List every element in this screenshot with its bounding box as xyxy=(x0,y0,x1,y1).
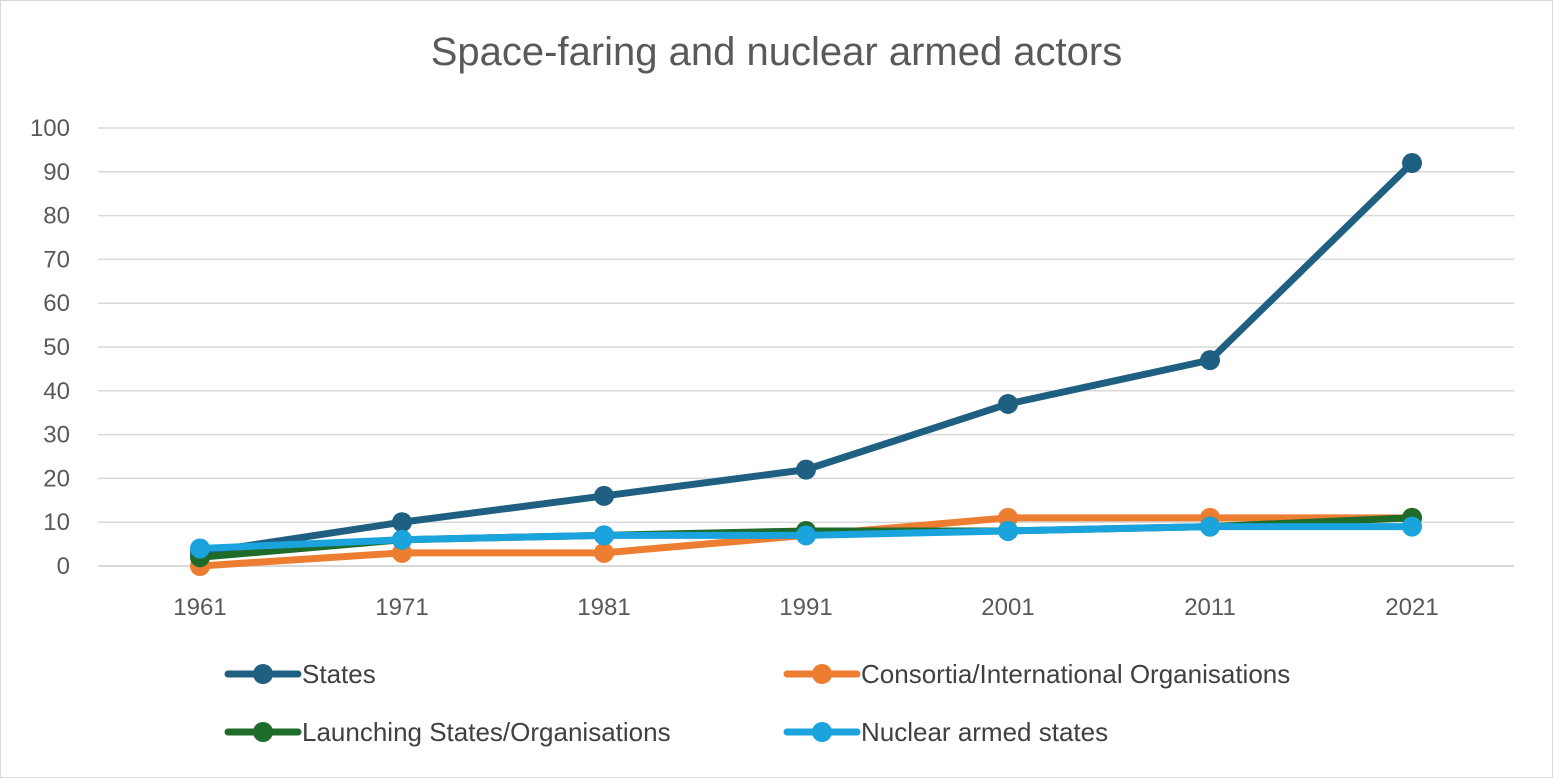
data-point xyxy=(594,525,614,546)
x-axis-ticks: 1961 1971 1981 1991 2001 2011 2021 xyxy=(173,594,1438,621)
data-point xyxy=(594,542,614,563)
x-tick-label: 1961 xyxy=(173,594,226,621)
y-tick-label: 80 xyxy=(43,203,70,230)
y-tick-label: 90 xyxy=(43,159,70,186)
legend-swatch-marker xyxy=(812,664,832,684)
y-tick-label: 40 xyxy=(43,378,70,405)
data-point xyxy=(594,485,614,506)
chart-title: Space-faring and nuclear armed actors xyxy=(430,30,1123,74)
data-point xyxy=(998,393,1018,414)
x-tick-label: 2021 xyxy=(1385,594,1438,621)
y-tick-label: 50 xyxy=(43,334,70,361)
legend-swatch-marker xyxy=(253,722,273,742)
series-group xyxy=(190,153,1422,576)
x-tick-label: 2011 xyxy=(1184,594,1236,621)
y-tick-label: 60 xyxy=(43,290,70,317)
y-axis-ticks: 0 10 20 30 40 50 60 70 80 90 100 xyxy=(30,115,70,580)
legend-label: Launching States/Organisations xyxy=(302,717,671,747)
gridlines xyxy=(98,127,1514,567)
data-point xyxy=(1200,350,1220,371)
data-point xyxy=(1402,516,1422,537)
data-point xyxy=(796,459,816,480)
legend-label: States xyxy=(302,659,376,689)
y-tick-label: 30 xyxy=(43,422,70,449)
y-tick-label: 70 xyxy=(43,246,70,273)
data-point xyxy=(392,512,412,533)
legend-swatch-marker xyxy=(253,664,273,684)
y-tick-label: 10 xyxy=(43,509,70,536)
data-point xyxy=(998,520,1018,541)
legend-label: Nuclear armed states xyxy=(861,717,1108,747)
x-tick-label: 2001 xyxy=(981,594,1034,621)
data-point xyxy=(392,529,412,550)
legend: States Consortia/International Organisati… xyxy=(224,659,1290,747)
legend-label: Consortia/International Organisations xyxy=(861,659,1290,689)
data-point xyxy=(796,525,816,546)
y-tick-label: 0 xyxy=(57,553,70,580)
x-tick-label: 1991 xyxy=(779,594,832,621)
y-tick-label: 100 xyxy=(30,115,70,142)
data-point xyxy=(1200,516,1220,537)
data-point xyxy=(1402,153,1422,174)
data-point xyxy=(190,538,210,559)
x-tick-label: 1971 xyxy=(375,594,428,621)
y-tick-label: 20 xyxy=(43,465,70,492)
series-line-1 xyxy=(196,159,1416,557)
legend-swatch-marker xyxy=(812,722,832,742)
x-tick-label: 1981 xyxy=(577,594,630,621)
